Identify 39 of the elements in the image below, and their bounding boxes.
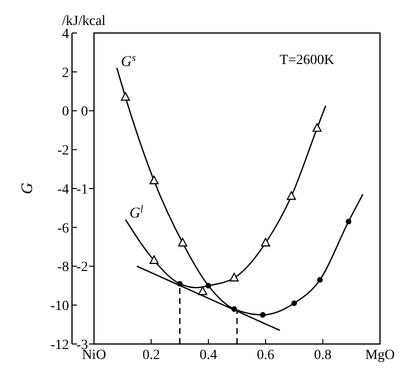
y2-tick-label: -2 — [76, 260, 88, 276]
point — [261, 238, 270, 246]
y-tick-label: 0 — [62, 104, 69, 120]
y-tick-label: -6 — [57, 221, 69, 236]
point — [230, 272, 239, 282]
y2-tick-label: 0 — [81, 104, 88, 120]
point — [206, 282, 212, 288]
y-tick-label: -12 — [50, 338, 69, 353]
point — [260, 312, 266, 318]
point — [198, 286, 208, 296]
x-tick-label: 0.8 — [314, 348, 332, 363]
text: /kJ/kcal — [62, 14, 106, 29]
point — [312, 123, 322, 132]
point — [286, 191, 296, 200]
x-tick-label: MgO — [365, 348, 395, 363]
y2-tick-label: -1 — [76, 182, 88, 198]
point — [150, 255, 159, 264]
annotation: T=2600K — [280, 53, 334, 68]
point — [120, 92, 130, 101]
x-tick-label: 0.2 — [142, 348, 160, 363]
point — [150, 176, 159, 184]
series-label: G$^{l}$ — [129, 204, 144, 222]
y-tick-label: 2 — [62, 66, 69, 81]
y-tick-label: -8 — [57, 260, 69, 276]
y-tick-label: 4 — [62, 26, 69, 42]
point — [346, 218, 352, 224]
y-tick-label: -4 — [57, 182, 69, 198]
y-axis-title: G — [19, 182, 36, 194]
y-tick-label: -10 — [50, 299, 69, 314]
y-tick-label: -2 — [57, 144, 69, 159]
point — [317, 277, 323, 283]
point — [291, 300, 297, 306]
x-tick-label: 0.4 — [200, 348, 218, 363]
series-label: G$^{s}$ — [120, 52, 136, 70]
point — [231, 306, 237, 312]
point — [178, 238, 188, 246]
x-tick-label: NiO — [82, 348, 106, 363]
x-tick-label: 0.6 — [256, 348, 274, 363]
point — [177, 280, 183, 287]
